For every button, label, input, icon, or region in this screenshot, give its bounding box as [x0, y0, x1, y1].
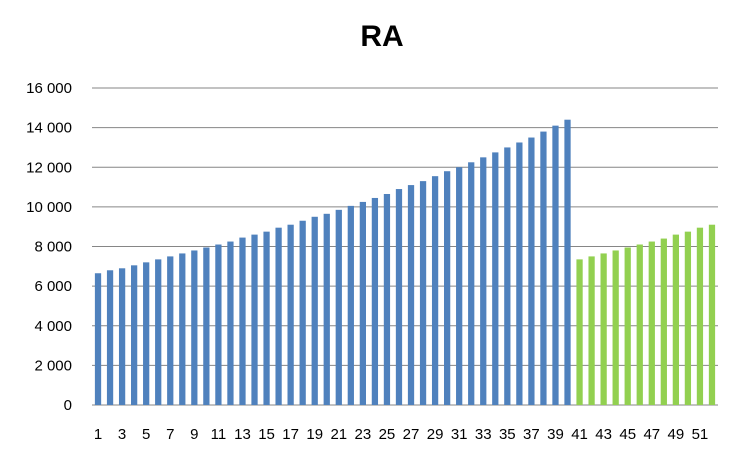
- x-tick-label: 3: [118, 426, 126, 443]
- y-tick-label: 0: [64, 397, 72, 414]
- bar-3: [118, 268, 126, 405]
- bar-36: [516, 142, 523, 405]
- y-tick-label: 16 000: [26, 80, 72, 97]
- bar-7: [167, 256, 174, 405]
- bar-1: [94, 273, 102, 405]
- gridlines: [92, 87, 718, 406]
- bar-17: [287, 224, 294, 405]
- x-tick-label: 19: [306, 426, 323, 443]
- bar-26: [395, 189, 403, 405]
- x-tick-label: 37: [523, 426, 540, 443]
- y-tick-label: 14 000: [26, 120, 72, 137]
- x-tick-label: 5: [142, 426, 150, 443]
- bar-49: [672, 234, 679, 405]
- x-tick-label: 47: [643, 426, 660, 443]
- x-tick-label: 33: [475, 426, 492, 443]
- bar-11: [215, 244, 222, 405]
- x-tick-label: 1: [94, 426, 102, 443]
- bar-23: [359, 201, 366, 405]
- x-tick-label: 27: [403, 426, 420, 443]
- y-tick-label: 4 000: [34, 318, 72, 335]
- y-axis-ticks: 0 2 000 4 000 6 000 8 000 10 000 12 000 14 000 1…: [26, 80, 72, 414]
- bar-38: [540, 131, 547, 405]
- bar-32: [468, 162, 475, 405]
- x-tick-label: 39: [547, 426, 564, 443]
- bar-2: [106, 270, 114, 405]
- x-tick-label: 15: [258, 426, 275, 443]
- y-tick-label: 6 000: [34, 278, 72, 295]
- bar-42: [588, 256, 595, 405]
- bar-18: [299, 220, 306, 405]
- bar-19: [311, 216, 318, 405]
- bar-13: [239, 237, 246, 405]
- bar-31: [456, 167, 463, 405]
- bar-4: [131, 265, 138, 405]
- bar-16: [275, 227, 282, 405]
- bar-24: [371, 197, 379, 405]
- x-axis-ticks: 1 3 5 7 9 11 13 15 17 19 21 23 25 27 29 31 33 35 37 39 41 43 4…: [94, 426, 708, 443]
- bar-20: [323, 213, 330, 405]
- x-tick-label: 25: [379, 426, 396, 443]
- x-tick-label: 31: [451, 426, 468, 443]
- bar-30: [444, 171, 451, 405]
- bar-44: [612, 250, 619, 405]
- x-tick-label: 29: [427, 426, 444, 443]
- bar-28: [419, 181, 427, 405]
- bar-14: [251, 234, 258, 405]
- bar-43: [600, 253, 607, 405]
- bar-22: [347, 205, 354, 405]
- bars: [94, 119, 716, 406]
- bar-41: [576, 259, 583, 405]
- bar-33: [480, 157, 487, 405]
- bar-46: [636, 244, 643, 405]
- y-tick-label: 10 000: [26, 199, 72, 216]
- bar-25: [383, 193, 391, 405]
- bar-37: [528, 137, 535, 405]
- y-tick-label: 2 000: [34, 357, 72, 374]
- bar-40: [564, 119, 571, 405]
- x-tick-label: 21: [330, 426, 347, 443]
- x-tick-label: 13: [234, 426, 251, 443]
- bar-52: [708, 224, 716, 405]
- x-tick-label: 41: [571, 426, 588, 443]
- bar-27: [407, 185, 415, 405]
- bar-5: [143, 262, 150, 405]
- bar-29: [431, 176, 439, 405]
- y-tick-label: 8 000: [34, 239, 72, 256]
- bar-21: [335, 209, 342, 405]
- chart-title: RA: [360, 20, 403, 53]
- x-tick-label: 17: [282, 426, 299, 443]
- x-tick-label: 45: [619, 426, 636, 443]
- bar-34: [492, 152, 499, 405]
- x-tick-label: 9: [190, 426, 198, 443]
- bar-47: [648, 241, 655, 405]
- x-tick-label: 23: [355, 426, 372, 443]
- bar-12: [227, 241, 234, 405]
- bar-35: [504, 147, 511, 405]
- bar-39: [552, 125, 559, 406]
- bar-10: [203, 247, 210, 405]
- x-tick-label: 43: [595, 426, 612, 443]
- x-tick-label: 51: [692, 426, 709, 443]
- bar-15: [263, 231, 270, 405]
- x-tick-label: 11: [211, 426, 227, 443]
- bar-9: [191, 250, 198, 405]
- bar-8: [179, 253, 186, 405]
- bar-6: [155, 259, 162, 405]
- bar-48: [660, 238, 667, 405]
- bar-51: [696, 227, 704, 405]
- x-tick-label: 7: [166, 426, 174, 443]
- x-tick-label: 35: [499, 426, 516, 443]
- bar-45: [624, 247, 631, 405]
- y-tick-label: 12 000: [26, 159, 72, 176]
- x-tick-label: 49: [668, 426, 685, 443]
- bar-50: [684, 231, 692, 405]
